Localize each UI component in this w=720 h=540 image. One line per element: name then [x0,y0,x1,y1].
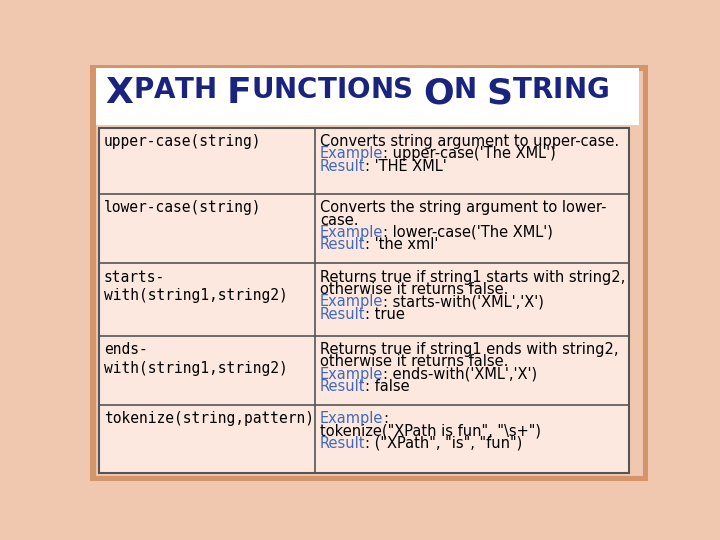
Text: Returns true if string1 starts with string2,: Returns true if string1 starts with stri… [320,269,625,285]
Text: R: R [531,76,553,104]
Text: G: G [586,76,609,104]
Bar [99,128,629,473]
Text: N: N [274,76,297,104]
Text: U: U [251,76,274,104]
Text: :: : [383,411,388,426]
Text: Example: Example [320,225,383,240]
Text: starts-
with(string1,string2): starts- with(string1,string2) [104,269,288,303]
Text: : 'the xml': : 'the xml' [366,237,438,252]
Text: T: T [318,76,336,104]
Text: Example: Example [320,294,383,309]
Text: ends-
with(string1,string2): ends- with(string1,string2) [104,342,288,376]
Text: : starts-with('XML','X'): : starts-with('XML','X') [383,294,544,309]
Text: Example: Example [320,367,383,382]
Text: Result: Result [320,237,366,252]
Text: tokenize(string,pattern): tokenize(string,pattern) [104,411,314,426]
Text: otherwise it returns false.: otherwise it returns false. [320,354,508,369]
Text: tokenize("XPath is fun", "\s+"): tokenize("XPath is fun", "\s+") [320,423,541,438]
Text: H: H [194,76,217,104]
Text: Converts the string argument to lower-: Converts the string argument to lower- [320,200,606,215]
Text: P: P [133,76,153,104]
Text: otherwise it returns false.: otherwise it returns false. [320,282,508,297]
Text: Example: Example [320,146,383,161]
Text: Converts string argument to upper-case.: Converts string argument to upper-case. [320,134,619,149]
Text: : upper-case('The XML'): : upper-case('The XML') [383,146,556,161]
Text: : false: : false [366,379,410,394]
Text: A: A [153,76,175,104]
Text: N: N [563,76,586,104]
Text: N: N [454,76,477,104]
Text: : ends-with('XML','X'): : ends-with('XML','X') [383,367,537,382]
Text: O: O [423,76,454,110]
Text: Example: Example [320,411,383,426]
Text: F: F [227,76,251,110]
Text: : ("XPath", "is", "fun"): : ("XPath", "is", "fun") [366,436,523,451]
Bar [96,68,639,125]
Text: S: S [487,76,513,110]
Text: I: I [336,76,346,104]
Text: lower-case(string): lower-case(string) [104,200,261,215]
Text: Result: Result [320,436,366,451]
Text: I: I [553,76,563,104]
Text: Result: Result [320,307,366,322]
Text: Returns true if string1 ends with string2,: Returns true if string1 ends with string… [320,342,618,357]
Text: case.: case. [320,213,359,228]
Text: N: N [370,76,393,104]
Text: : 'THE XML': : 'THE XML' [366,159,447,174]
Text: : true: : true [366,307,405,322]
Text: S: S [393,76,413,104]
Text: T: T [175,76,194,104]
Text: Result: Result [320,379,366,394]
Text: C: C [297,76,318,104]
Text: O: O [346,76,370,104]
Text: upper-case(string): upper-case(string) [104,134,261,149]
Text: Result: Result [320,159,366,174]
Text: T: T [513,76,531,104]
Text: : lower-case('The XML'): : lower-case('The XML') [383,225,553,240]
Text: X: X [106,76,133,110]
